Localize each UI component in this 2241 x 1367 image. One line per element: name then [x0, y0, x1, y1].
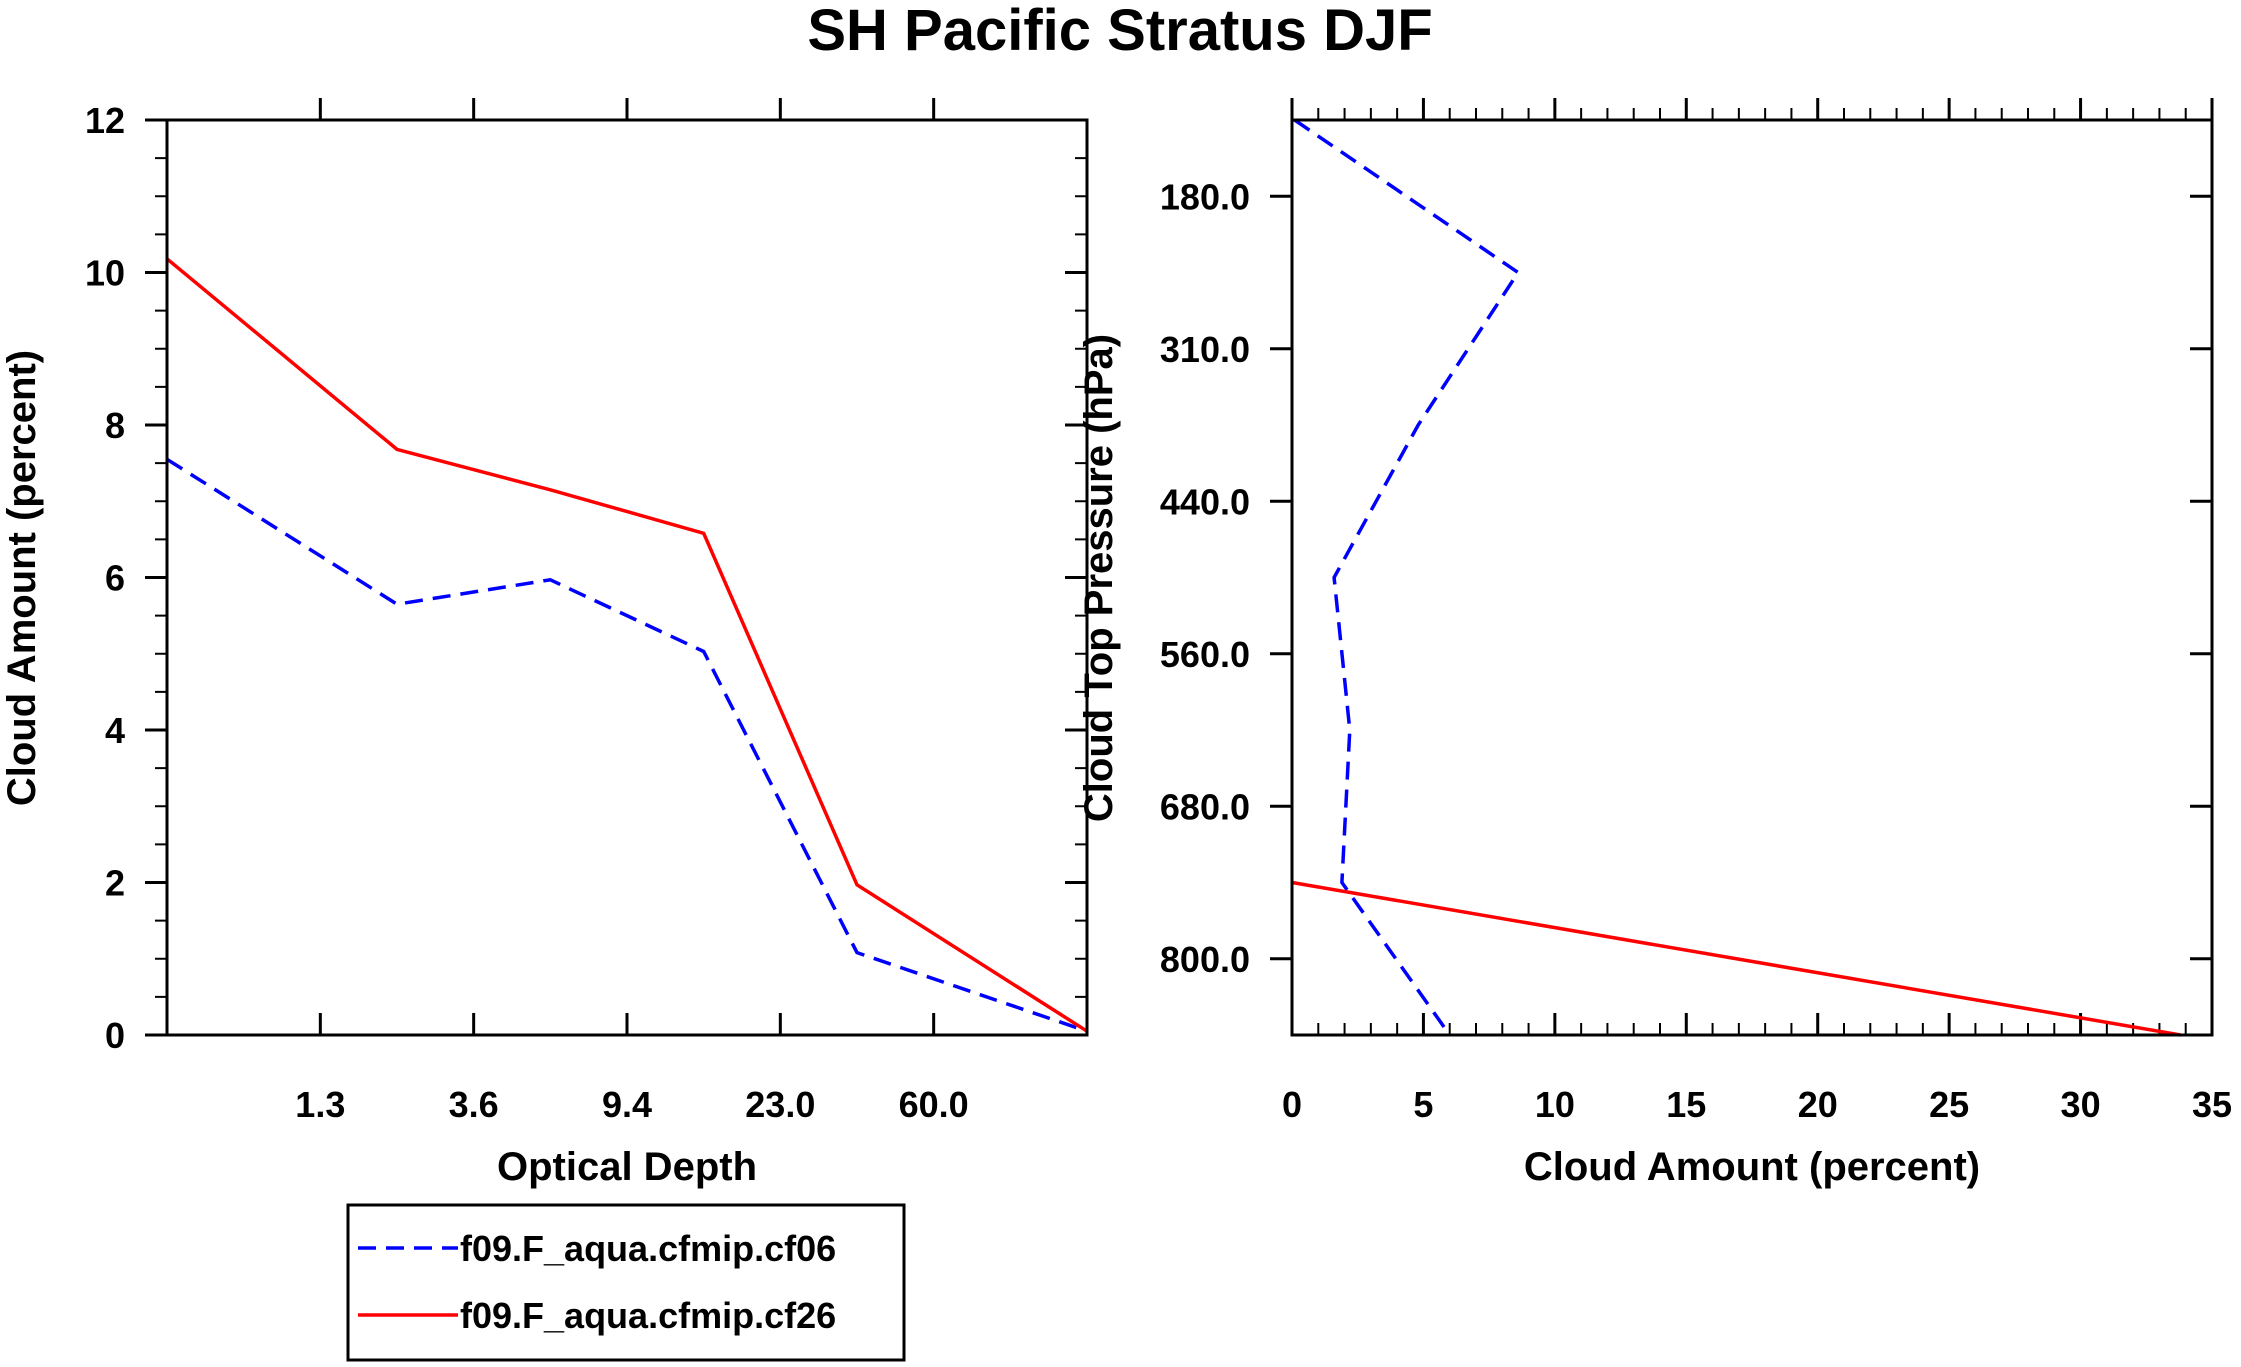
- right-y-tick-label: 680.0: [1160, 786, 1250, 827]
- right-y-tick-label: 310.0: [1160, 329, 1250, 370]
- left-x-tick-label: 60.0: [899, 1084, 969, 1125]
- right-y-tick-label: 560.0: [1160, 634, 1250, 675]
- left-y-tick-label: 8: [105, 405, 125, 446]
- left-y-tick-label: 2: [105, 863, 125, 904]
- left-y-tick-label: 6: [105, 558, 125, 599]
- right-chart: 0 5 10 15 20 25 30 35 180.0 310.0 440.0 560.0 680.0 8…: [1077, 98, 2232, 1189]
- right-x-tick-label: 30: [2061, 1084, 2101, 1125]
- right-y-tick-label: 180.0: [1160, 176, 1250, 217]
- left-tick-labels: 0 2 4 6 8 10 12 1.3 3.6 9.4 23.0 60.0: [85, 100, 969, 1125]
- left-y-tick-label: 0: [105, 1015, 125, 1056]
- right-y-tick-label: 800.0: [1160, 939, 1250, 980]
- right-tick-labels: 0 5 10 15 20 25 30 35 180.0 310.0 440.0 560.0 680.0 8…: [1160, 176, 2232, 1125]
- right-y-tick-label: 440.0: [1160, 481, 1250, 522]
- legend-box: [346, 1203, 906, 1362]
- legend-label-cf06: f09.F_aqua.cfmip.cf06: [460, 1228, 836, 1269]
- right-tick-marks: [1270, 98, 2214, 1035]
- left-series-cf26: [165, 257, 1088, 1033]
- right-series-cf06: [1293, 118, 1521, 1037]
- right-plot-frame: [1290, 118, 2214, 1037]
- right-x-tick-label: 5: [1413, 1084, 1433, 1125]
- right-x-axis-label: Cloud Amount (percent): [1524, 1145, 1980, 1189]
- left-plot-frame: [165, 118, 1089, 1037]
- right-x-tick-label: 0: [1282, 1084, 1302, 1125]
- figure-title: SH Pacific Stratus DJF: [807, 0, 1432, 63]
- left-x-tick-label: 23.0: [745, 1084, 815, 1125]
- left-y-axis-label: Cloud Amount (percent): [0, 350, 44, 806]
- left-x-tick-label: 9.4: [602, 1084, 652, 1125]
- right-x-tick-label: 20: [1798, 1084, 1838, 1125]
- right-x-tick-label: 10: [1535, 1084, 1575, 1125]
- left-x-tick-label: 1.3: [295, 1084, 345, 1125]
- right-series-lines: [1291, 118, 2181, 1037]
- left-y-tick-label: 12: [85, 100, 125, 141]
- left-series-lines: [165, 257, 1088, 1033]
- left-x-tick-label: 3.6: [449, 1084, 499, 1125]
- left-tick-marks: [145, 98, 1087, 1037]
- right-x-tick-label: 15: [1666, 1084, 1706, 1125]
- left-chart: 0 2 4 6 8 10 12 1.3 3.6 9.4 23.0 60.0 Optical Depth…: [0, 98, 1089, 1189]
- left-y-tick-label: 10: [85, 253, 125, 294]
- legend: f09.F_aqua.cfmip.cf06 f09.F_aqua.cfmip.c…: [346, 1203, 906, 1362]
- right-series-cf26: [1291, 880, 2181, 1037]
- left-series-cf06: [166, 457, 1088, 1033]
- left-y-tick-label: 4: [105, 710, 125, 751]
- right-x-tick-label: 35: [2192, 1084, 2232, 1125]
- legend-label-cf26: f09.F_aqua.cfmip.cf26: [460, 1295, 836, 1336]
- right-y-axis-label: Cloud Top Pressure (hPa): [1077, 334, 1121, 822]
- right-x-tick-label: 25: [1929, 1084, 1969, 1125]
- left-x-axis-label: Optical Depth: [497, 1145, 757, 1189]
